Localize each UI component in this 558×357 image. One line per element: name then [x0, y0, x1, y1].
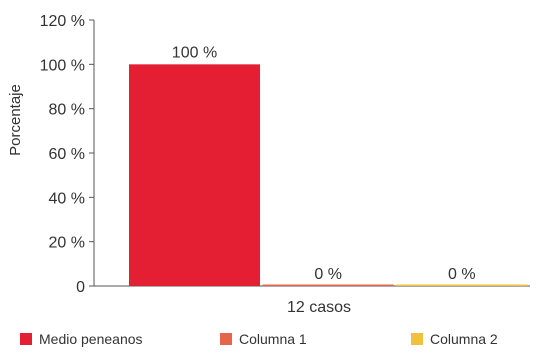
y-axis-title: Porcentaje [7, 84, 24, 156]
bars [129, 64, 528, 286]
legend-label: Medio peneanos [39, 331, 143, 347]
y-tick-label: 120 % [40, 13, 85, 30]
y-tick-label: 100 % [40, 57, 85, 74]
data-label: 0 % [448, 266, 476, 283]
y-tick-label: 20 % [49, 235, 85, 252]
legend: Medio peneanos Columna 1 Columna 2 [20, 331, 498, 347]
y-ticks: 0 20 % 40 % 60 % 80 % 100 % 120 % [40, 13, 94, 296]
bar [396, 284, 528, 286]
y-tick-label: 80 % [49, 102, 85, 119]
data-label: 0 % [314, 266, 342, 283]
legend-label: Columna 1 [239, 331, 307, 347]
y-tick-label: 60 % [49, 146, 85, 163]
bar [129, 64, 260, 286]
bar [262, 284, 394, 286]
y-tick-label: 40 % [49, 190, 85, 207]
data-labels: 100 % 0 % 0 % [172, 44, 476, 283]
x-tick-label: 12 casos [287, 299, 351, 316]
legend-swatch [220, 333, 232, 345]
legend-swatch [20, 333, 32, 345]
legend-swatch [411, 333, 423, 345]
data-label: 100 % [172, 44, 217, 61]
y-tick-label: 0 [76, 279, 85, 296]
x-ticks: 12 casos [287, 299, 351, 316]
legend-label: Columna 2 [430, 331, 498, 347]
